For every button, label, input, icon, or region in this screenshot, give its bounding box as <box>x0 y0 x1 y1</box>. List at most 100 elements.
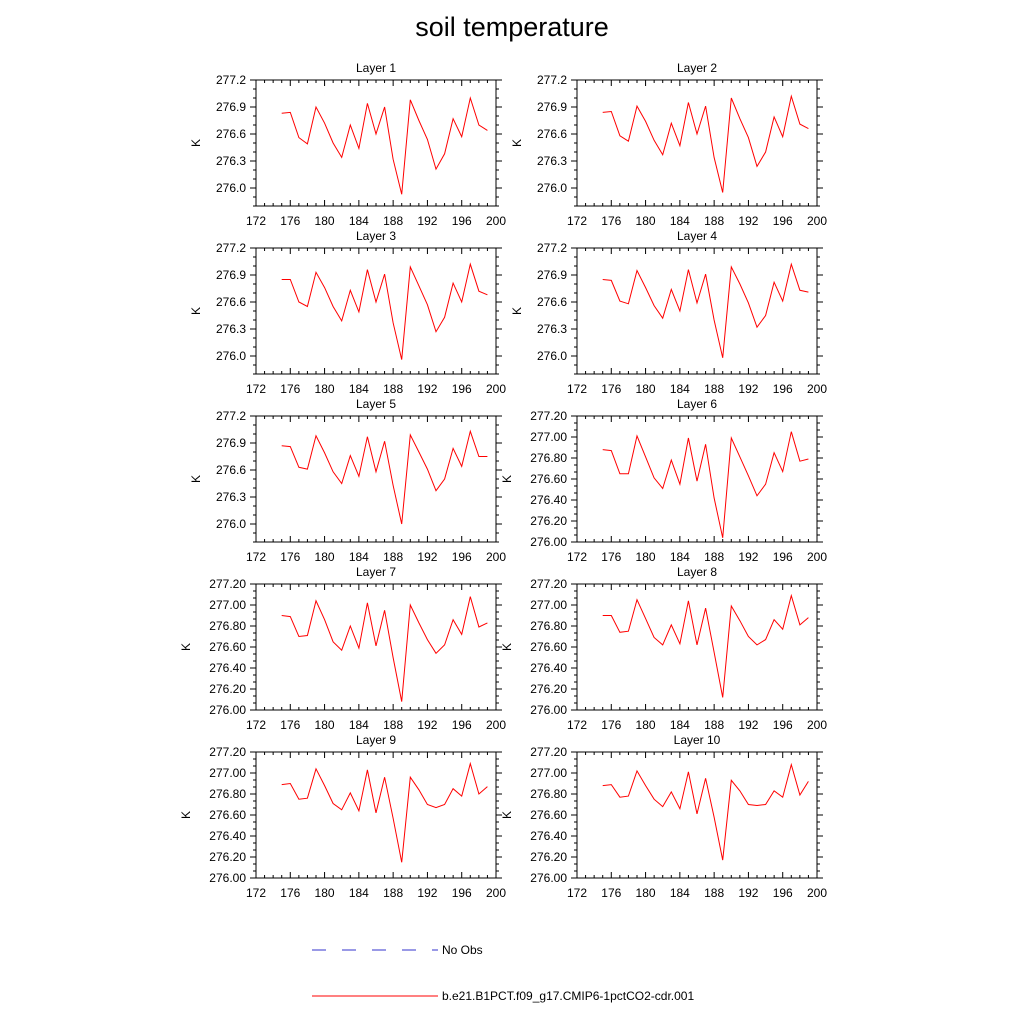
y-tick-label: 276.6 <box>216 295 246 309</box>
x-tick-label: 180 <box>315 550 335 564</box>
y-tick-label: 276.00 <box>209 871 246 885</box>
x-tick-label: 184 <box>349 718 369 732</box>
x-tick-label: 188 <box>704 718 724 732</box>
x-tick-label: 172 <box>567 886 587 900</box>
y-tick-label: 276.80 <box>209 619 246 633</box>
y-tick-label: 276.20 <box>209 850 246 864</box>
y-tick-label: 276.0 <box>216 181 246 195</box>
x-tick-label: 200 <box>486 214 506 228</box>
series-line <box>281 596 488 702</box>
y-tick-label: 276.20 <box>530 682 567 696</box>
x-tick-label: 192 <box>738 382 758 396</box>
x-tick-label: 192 <box>417 550 437 564</box>
x-tick-label: 192 <box>417 886 437 900</box>
x-tick-label: 192 <box>417 718 437 732</box>
y-tick-label: 276.60 <box>530 808 567 822</box>
y-axis-label: K <box>500 811 514 819</box>
y-axis-label: K <box>189 139 203 147</box>
plot-frame <box>576 751 818 879</box>
y-tick-label: 276.40 <box>209 829 246 843</box>
x-tick-label: 184 <box>670 382 690 396</box>
x-tick-label: 172 <box>246 718 266 732</box>
x-tick-label: 180 <box>315 382 335 396</box>
x-tick-label: 180 <box>636 886 656 900</box>
x-tick-label: 200 <box>486 718 506 732</box>
y-tick-label: 277.00 <box>209 598 246 612</box>
x-tick-label: 196 <box>452 214 472 228</box>
subplot-2: Layer 2 172 176 180 184 188 192 196 200 276.0 276.… <box>510 61 827 228</box>
x-tick-label: 196 <box>773 718 793 732</box>
y-tick-label: 277.2 <box>216 241 246 255</box>
subplot-6: Layer 6 172 176 180 184 188 192 196 200 276.00 276… <box>500 397 827 564</box>
y-tick-label: 277.20 <box>530 409 567 423</box>
x-tick-label: 200 <box>807 718 827 732</box>
x-tick-label: 188 <box>383 718 403 732</box>
x-tick-label: 192 <box>417 214 437 228</box>
x-tick-label: 176 <box>280 718 300 732</box>
x-tick-label: 188 <box>704 550 724 564</box>
y-tick-label: 276.60 <box>530 640 567 654</box>
x-tick-label: 188 <box>704 382 724 396</box>
y-tick-label: 276.00 <box>209 703 246 717</box>
series-line <box>281 96 488 195</box>
y-tick-label: 276.00 <box>530 871 567 885</box>
subplot-3: Layer 3 172 176 180 184 188 192 196 200 276.0 276.… <box>189 229 506 396</box>
x-tick-label: 200 <box>807 214 827 228</box>
x-tick-label: 188 <box>383 382 403 396</box>
x-tick-label: 188 <box>383 886 403 900</box>
y-tick-label: 276.40 <box>530 829 567 843</box>
x-tick-label: 196 <box>773 550 793 564</box>
x-tick-label: 192 <box>738 718 758 732</box>
legend: No Obs b.e21.B1PCT.f09_g17.CMIP6-1pctCO2-… <box>312 943 694 1003</box>
y-tick-label: 277.00 <box>530 430 567 444</box>
y-axis-label: K <box>500 475 514 483</box>
subplot-title: Layer 3 <box>356 229 396 243</box>
x-tick-label: 180 <box>315 718 335 732</box>
x-tick-label: 196 <box>452 886 472 900</box>
y-tick-label: 277.00 <box>530 766 567 780</box>
x-tick-label: 192 <box>738 886 758 900</box>
x-tick-label: 176 <box>601 382 621 396</box>
x-tick-label: 176 <box>280 550 300 564</box>
y-axis-label: K <box>510 307 524 315</box>
x-tick-label: 184 <box>349 550 369 564</box>
y-tick-label: 276.60 <box>530 472 567 486</box>
subplot-title: Layer 5 <box>356 397 396 411</box>
y-tick-label: 277.20 <box>209 745 246 759</box>
plot-frame <box>255 79 497 207</box>
y-tick-label: 276.80 <box>530 787 567 801</box>
subplot-title: Layer 6 <box>677 397 717 411</box>
x-tick-label: 180 <box>636 718 656 732</box>
y-tick-label: 276.6 <box>537 127 567 141</box>
x-tick-label: 176 <box>601 886 621 900</box>
y-tick-label: 276.6 <box>537 295 567 309</box>
subplot-title: Layer 4 <box>677 229 717 243</box>
y-tick-label: 276.9 <box>216 268 246 282</box>
y-tick-label: 276.20 <box>530 514 567 528</box>
x-tick-label: 184 <box>670 886 690 900</box>
subplot-10: Layer 10 172 176 180 184 188 192 196 200 276.00 27… <box>500 733 827 900</box>
y-tick-label: 277.20 <box>209 577 246 591</box>
x-tick-label: 184 <box>670 718 690 732</box>
subplot-8: Layer 8 172 176 180 184 188 192 196 200 276.00 276… <box>500 565 827 732</box>
legend-label: No Obs <box>442 943 483 957</box>
x-tick-label: 200 <box>486 550 506 564</box>
y-tick-label: 276.00 <box>530 703 567 717</box>
y-axis-label: K <box>189 307 203 315</box>
y-axis-label: K <box>500 643 514 651</box>
y-tick-label: 276.20 <box>530 850 567 864</box>
x-tick-label: 196 <box>773 886 793 900</box>
x-tick-label: 184 <box>349 214 369 228</box>
plot-frame <box>255 415 497 543</box>
x-tick-label: 176 <box>601 550 621 564</box>
chart-main-title: soil temperature <box>415 12 609 42</box>
y-tick-label: 276.60 <box>209 640 246 654</box>
y-tick-label: 276.9 <box>216 436 246 450</box>
y-tick-label: 276.3 <box>216 154 246 168</box>
y-tick-label: 276.20 <box>209 682 246 696</box>
y-tick-label: 276.40 <box>530 661 567 675</box>
subplot-title: Layer 10 <box>674 733 721 747</box>
y-tick-label: 276.0 <box>537 181 567 195</box>
series-line <box>602 431 809 538</box>
